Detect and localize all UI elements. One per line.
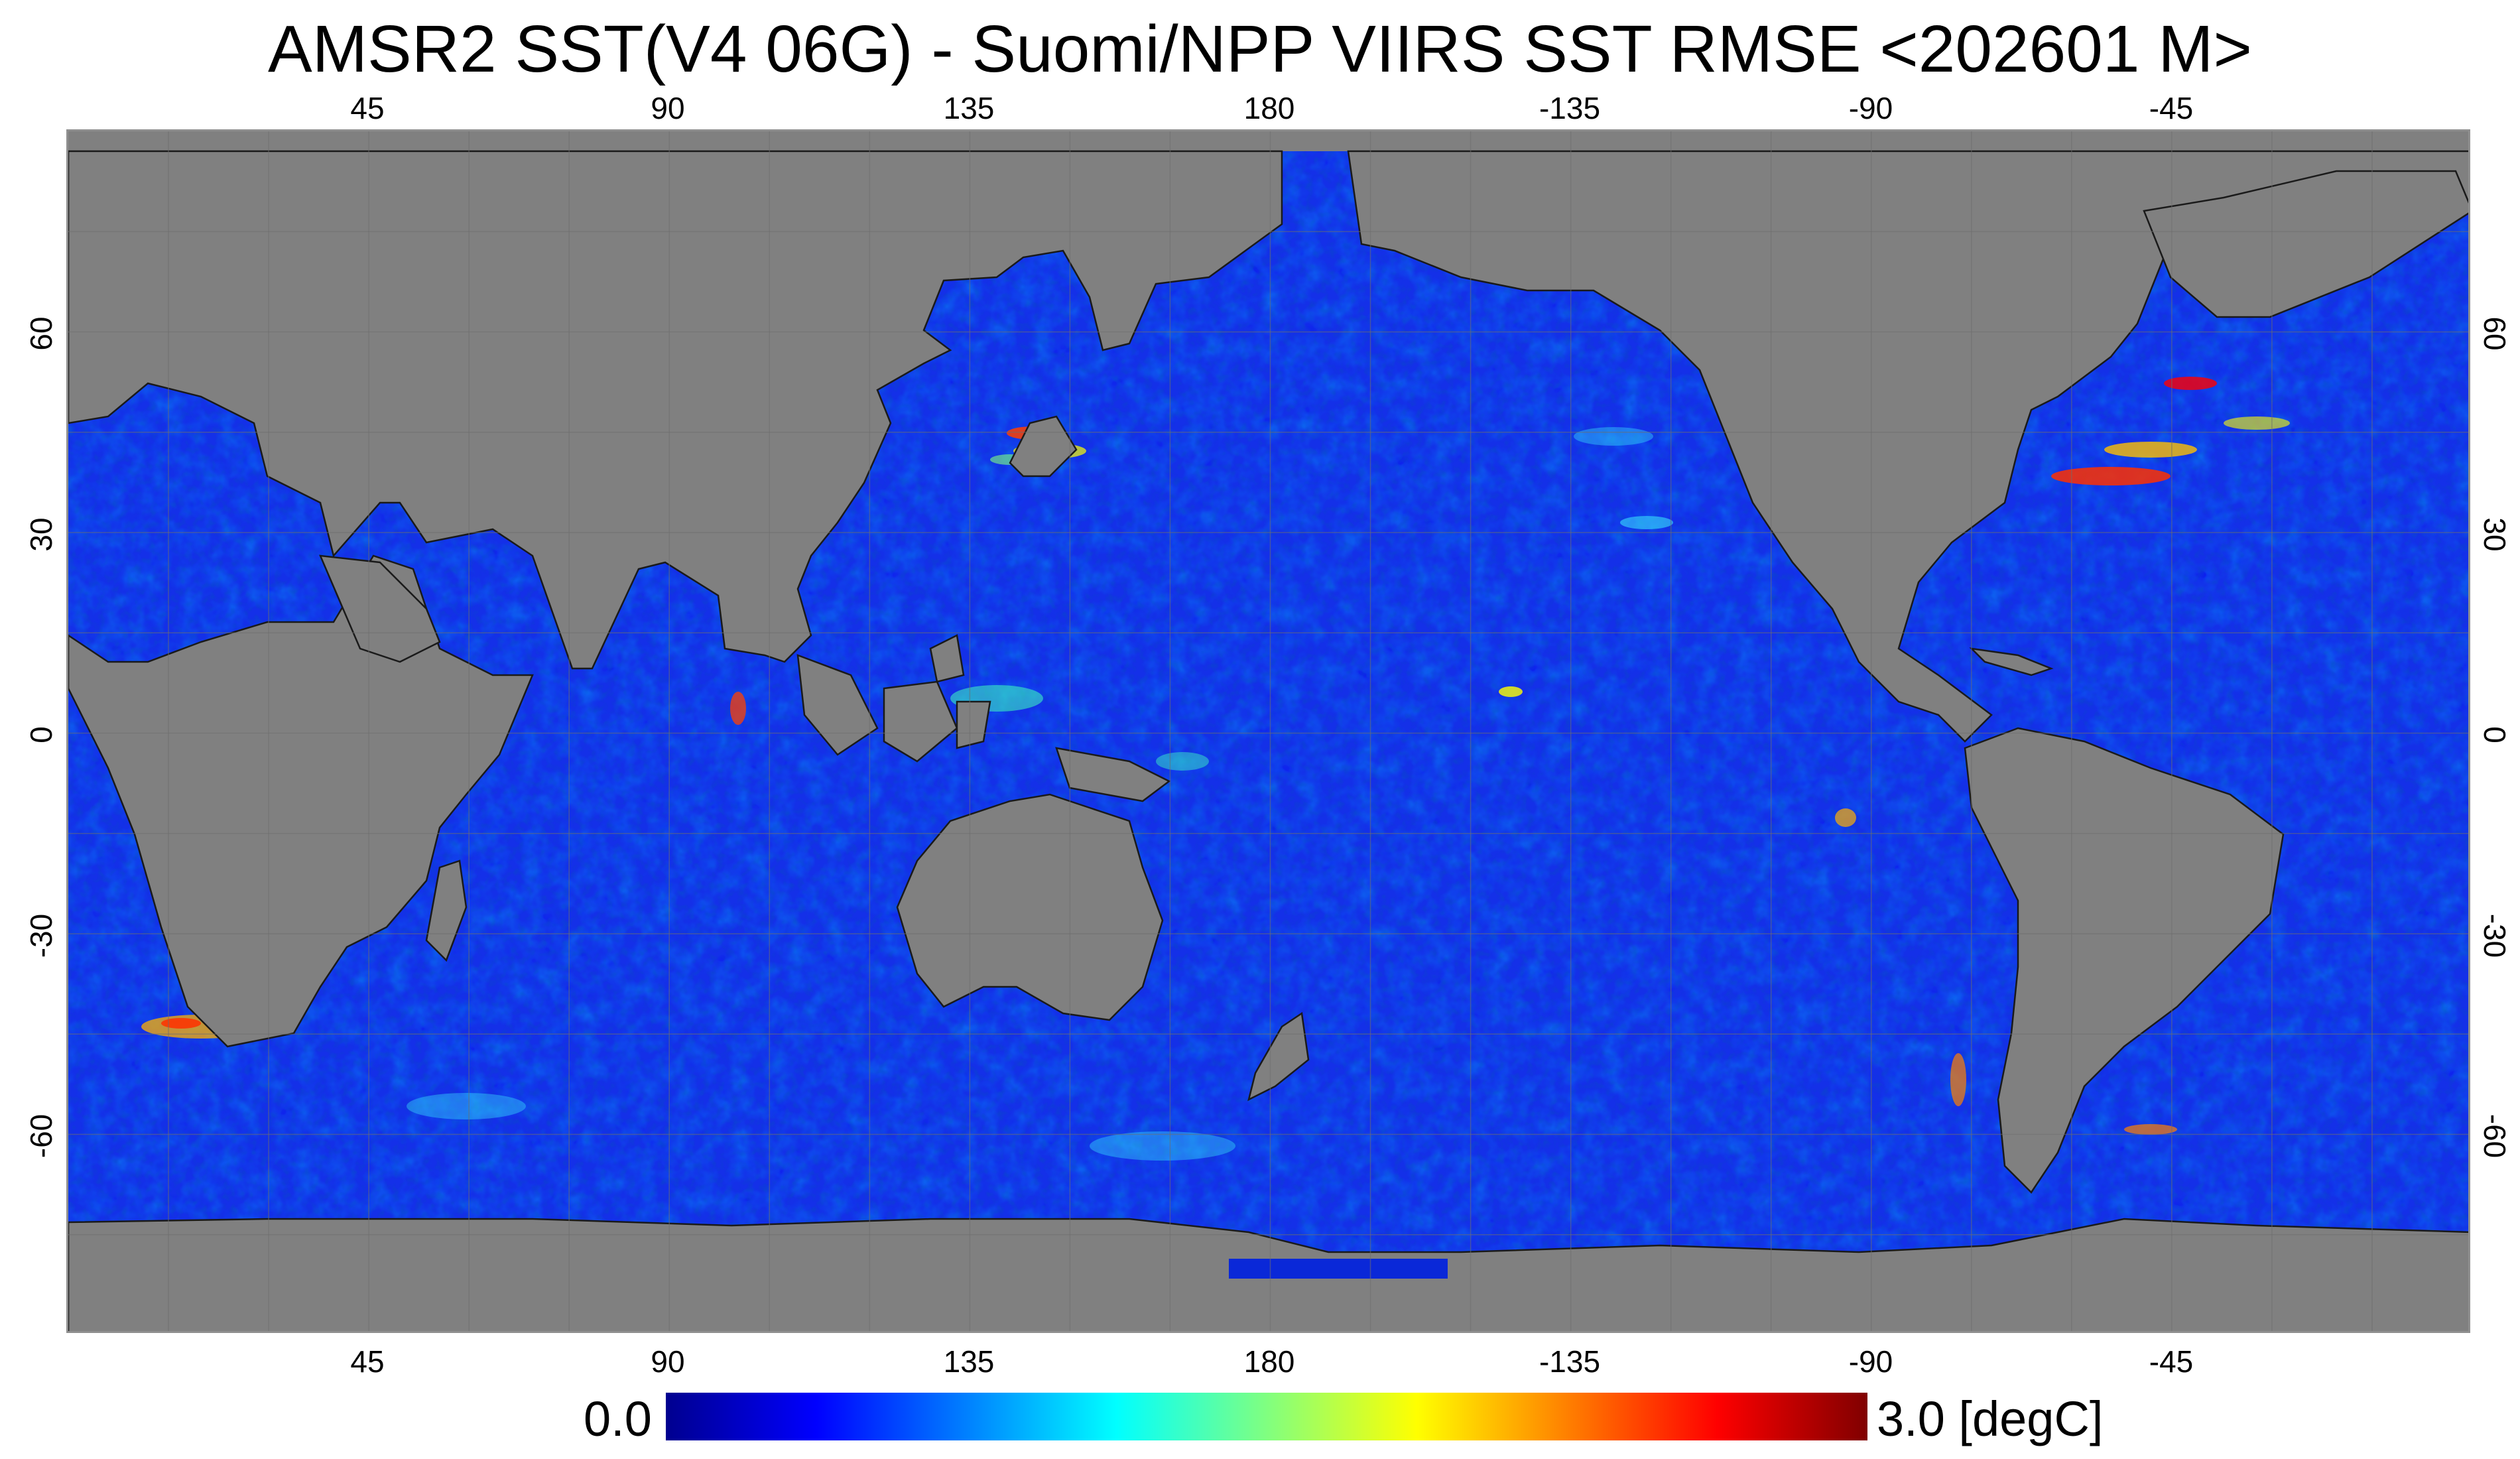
top-lon-label-m45: -45 <box>2149 91 2194 125</box>
left-lat-label-m30: -30 <box>24 913 58 958</box>
top-lon-label-m135: -135 <box>1539 91 1601 125</box>
ross-sea-data-strip <box>1229 1259 1448 1279</box>
bottom-lon-label-90: 90 <box>651 1344 685 1379</box>
sst-rmse-map <box>68 131 2468 1331</box>
right-lat-label-m30: -30 <box>2478 913 2512 958</box>
right-lat-label-60: 60 <box>2478 316 2512 351</box>
top-lon-label-45: 45 <box>350 91 385 125</box>
right-lat-label-0: 0 <box>2478 726 2512 743</box>
colorbar <box>666 1393 1867 1440</box>
left-lat-label-0: 0 <box>24 726 58 743</box>
bottom-lon-label-135: 135 <box>943 1344 995 1379</box>
colorbar-min-label: 0.0 <box>584 1391 652 1446</box>
left-lat-label-60: 60 <box>24 316 58 351</box>
right-lat-label-30: 30 <box>2478 517 2512 552</box>
bottom-lon-label-m45: -45 <box>2149 1344 2194 1379</box>
map-title: AMSR2 SST(V4 06G) - Suomi/NPP VIIRS SST … <box>268 12 2252 86</box>
top-lon-label-180: 180 <box>1243 91 1295 125</box>
colorbar-max-label: 3.0 [degC] <box>1877 1391 2104 1446</box>
right-lat-label-m60: -60 <box>2478 1113 2512 1159</box>
top-lon-label-135: 135 <box>943 91 995 125</box>
left-lat-label-30: 30 <box>24 517 58 552</box>
bottom-lon-label-180: 180 <box>1243 1344 1295 1379</box>
left-lat-label-m60: -60 <box>24 1113 58 1159</box>
top-lon-label-m90: -90 <box>1848 91 1893 125</box>
graticule <box>68 131 2468 1331</box>
bottom-lon-label-m90: -90 <box>1848 1344 1893 1379</box>
bottom-lon-label-45: 45 <box>350 1344 385 1379</box>
top-lon-label-90: 90 <box>651 91 685 125</box>
map-frame <box>66 129 2470 1333</box>
bottom-lon-label-m135: -135 <box>1539 1344 1601 1379</box>
